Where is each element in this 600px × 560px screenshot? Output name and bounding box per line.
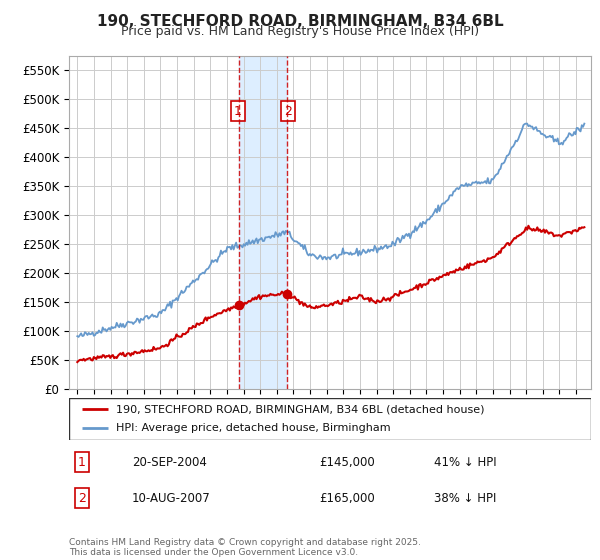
Text: 1: 1 bbox=[233, 105, 242, 118]
Text: £145,000: £145,000 bbox=[320, 456, 376, 469]
Text: 38% ↓ HPI: 38% ↓ HPI bbox=[434, 492, 497, 505]
Text: 190, STECHFORD ROAD, BIRMINGHAM, B34 6BL (detached house): 190, STECHFORD ROAD, BIRMINGHAM, B34 6BL… bbox=[116, 404, 484, 414]
Text: 1: 1 bbox=[78, 456, 86, 469]
Text: Price paid vs. HM Land Registry's House Price Index (HPI): Price paid vs. HM Land Registry's House … bbox=[121, 25, 479, 38]
Text: 41% ↓ HPI: 41% ↓ HPI bbox=[434, 456, 497, 469]
Text: 2: 2 bbox=[78, 492, 86, 505]
Text: Contains HM Land Registry data © Crown copyright and database right 2025.
This d: Contains HM Land Registry data © Crown c… bbox=[69, 538, 421, 557]
Text: 20-SEP-2004: 20-SEP-2004 bbox=[131, 456, 206, 469]
Text: 190, STECHFORD ROAD, BIRMINGHAM, B34 6BL: 190, STECHFORD ROAD, BIRMINGHAM, B34 6BL bbox=[97, 14, 503, 29]
Text: 10-AUG-2007: 10-AUG-2007 bbox=[131, 492, 211, 505]
Text: £165,000: £165,000 bbox=[320, 492, 376, 505]
Text: 2: 2 bbox=[284, 105, 292, 118]
Bar bbox=[239, 56, 287, 389]
Text: HPI: Average price, detached house, Birmingham: HPI: Average price, detached house, Birm… bbox=[116, 423, 391, 433]
